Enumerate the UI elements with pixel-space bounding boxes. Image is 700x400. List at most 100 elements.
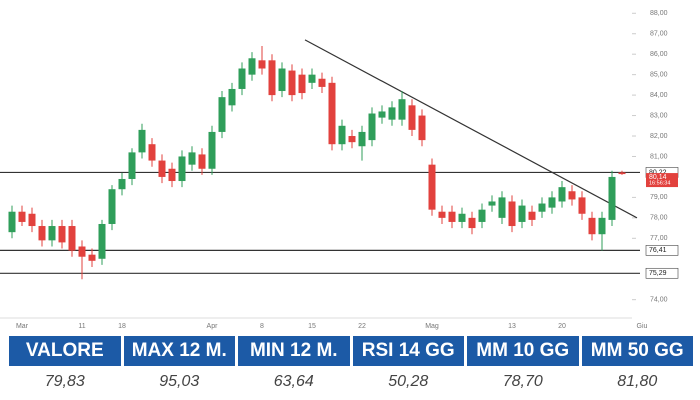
value-cell: 81,80 bbox=[617, 373, 658, 390]
candle-body bbox=[198, 154, 206, 169]
header-cell: MM 10 GG bbox=[467, 336, 579, 366]
candle-body bbox=[498, 197, 506, 218]
y-tick-label: 84,00 bbox=[650, 92, 668, 99]
candle-body bbox=[168, 168, 176, 182]
candle-body bbox=[288, 70, 296, 96]
candle-body bbox=[308, 74, 316, 83]
candle-body bbox=[188, 152, 196, 165]
level-label: 80,22 bbox=[649, 169, 667, 176]
candle-body bbox=[138, 129, 146, 153]
candle-body bbox=[398, 99, 406, 120]
candle-body bbox=[18, 211, 26, 222]
candle-body bbox=[318, 78, 326, 87]
candle-body bbox=[118, 178, 126, 190]
candle-body bbox=[598, 217, 606, 235]
x-tick-label: Apr bbox=[207, 323, 219, 330]
x-tick-label: 22 bbox=[358, 323, 366, 330]
candle-body bbox=[578, 197, 586, 214]
x-tick-label: 15 bbox=[308, 323, 316, 330]
last-price-label: 80,14 bbox=[649, 174, 667, 181]
value-cell: 78,70 bbox=[502, 373, 543, 390]
candle-body bbox=[418, 115, 426, 141]
candle-body bbox=[368, 113, 376, 141]
value-row: 79,83 95,03 63,64 50,28 78,70 81,80 bbox=[9, 366, 693, 398]
y-tick-label: 86,00 bbox=[650, 51, 668, 58]
y-tick-label: 78,00 bbox=[650, 215, 668, 222]
candle-body bbox=[28, 213, 36, 227]
candle-body bbox=[268, 60, 276, 96]
candle-body bbox=[588, 217, 596, 235]
candle-body bbox=[298, 74, 306, 94]
header-cell: MAX 12 M. bbox=[123, 336, 235, 366]
header-cell: RSI 14 GG bbox=[352, 336, 464, 366]
candle-body bbox=[358, 131, 366, 147]
y-tick-label: 87,00 bbox=[650, 31, 668, 38]
candle-body bbox=[468, 217, 476, 229]
candle-body bbox=[348, 136, 356, 143]
candle-body bbox=[618, 172, 626, 175]
candle-body bbox=[448, 211, 456, 222]
candle-body bbox=[438, 211, 446, 218]
y-tick-label: 85,00 bbox=[650, 71, 668, 78]
candle-body bbox=[518, 205, 526, 222]
countdown: 16:56:34 bbox=[649, 181, 670, 187]
candle-body bbox=[128, 152, 136, 179]
chart: 88,00 87,00 86,00 85,00 84,00 83,00 82,00 81,00… bbox=[0, 10, 679, 330]
candle-body bbox=[148, 144, 156, 161]
y-tick-label: 79,00 bbox=[650, 194, 668, 201]
y-tick-label: 77,00 bbox=[650, 235, 668, 242]
candle-body bbox=[218, 97, 226, 132]
candle-body bbox=[428, 164, 436, 210]
candle-body bbox=[78, 246, 86, 257]
x-tick-label: Mar bbox=[16, 323, 29, 330]
x-tick-label: 8 bbox=[260, 323, 264, 330]
candle-body bbox=[538, 203, 546, 212]
x-tick-label: 18 bbox=[118, 323, 126, 330]
level-box bbox=[645, 245, 679, 256]
candle-body bbox=[248, 58, 256, 75]
candle-body bbox=[608, 176, 616, 220]
candle-body bbox=[558, 187, 566, 202]
candle-body bbox=[98, 223, 106, 259]
x-tick-label: 13 bbox=[508, 323, 516, 330]
candle-body bbox=[328, 82, 336, 145]
header-cell: MIN 12 M. bbox=[238, 336, 350, 366]
candle-body bbox=[508, 201, 516, 227]
value-cell: 63,64 bbox=[273, 373, 314, 390]
candle-body bbox=[228, 88, 236, 106]
x-tick-label: 11 bbox=[78, 323, 85, 330]
candle-body bbox=[528, 211, 536, 220]
candle-body bbox=[48, 226, 56, 241]
y-tick-label: 82,00 bbox=[650, 133, 668, 140]
candle-body bbox=[488, 201, 496, 206]
value-cell: 50,28 bbox=[388, 373, 429, 390]
candle-body bbox=[68, 226, 76, 251]
candle-body bbox=[208, 131, 216, 169]
candle-body bbox=[388, 107, 396, 120]
candle-body bbox=[238, 68, 246, 89]
x-tick-label: Mag bbox=[425, 323, 439, 330]
y-tick-label: 74,00 bbox=[650, 297, 668, 304]
candle-body bbox=[158, 160, 166, 177]
candle-body bbox=[8, 211, 16, 233]
x-tick-label: Giu bbox=[637, 323, 648, 330]
candle-body bbox=[408, 105, 416, 130]
last-price-box bbox=[646, 173, 678, 188]
level-label: 75,29 bbox=[649, 270, 667, 277]
level-label: 76,41 bbox=[649, 247, 667, 254]
candle-body bbox=[178, 156, 186, 182]
header-cell: VALORE bbox=[9, 336, 121, 366]
y-tick-label: 88,00 bbox=[650, 10, 668, 17]
candle-body bbox=[478, 209, 486, 222]
candle-body bbox=[38, 226, 46, 241]
trendline bbox=[304, 39, 638, 219]
candle-body bbox=[568, 191, 576, 200]
header-cell: MM 50 GG bbox=[581, 336, 693, 366]
value-cell: 95,03 bbox=[159, 373, 200, 390]
candle-body bbox=[338, 125, 346, 145]
level-box bbox=[645, 267, 679, 279]
candle-body bbox=[108, 189, 116, 224]
candle-body bbox=[458, 213, 466, 222]
candle-body bbox=[378, 111, 386, 118]
